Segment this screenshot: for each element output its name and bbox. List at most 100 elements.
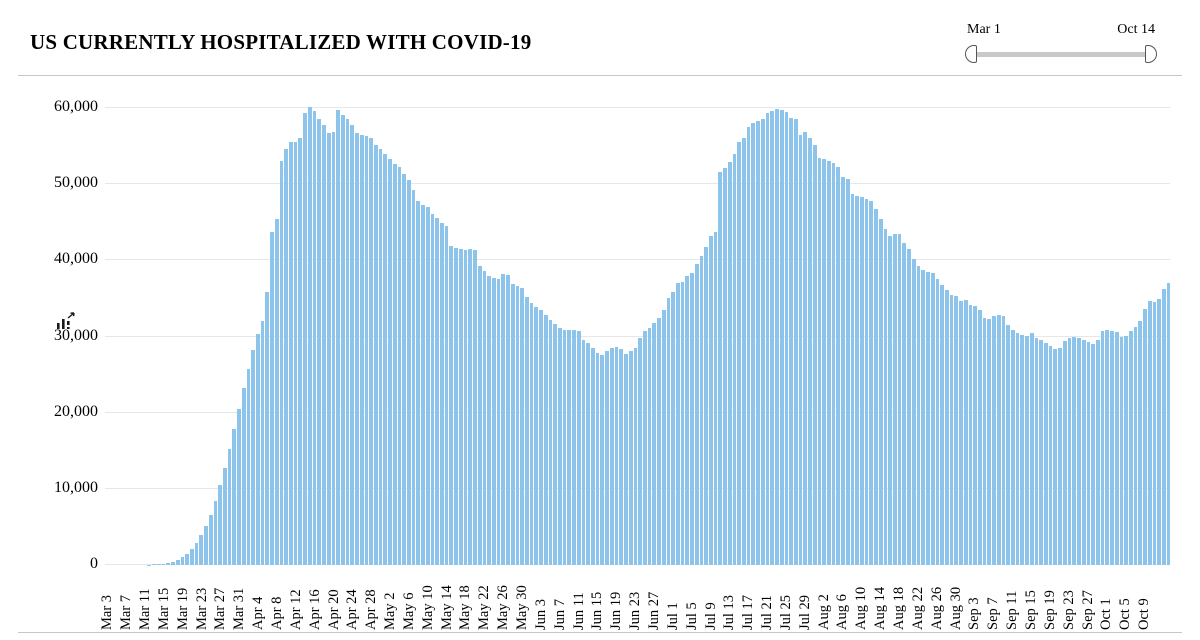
bar[interactable] — [1025, 335, 1029, 565]
bar[interactable] — [949, 295, 954, 565]
bar[interactable] — [614, 347, 619, 565]
bar[interactable] — [737, 141, 742, 565]
bar[interactable] — [411, 190, 416, 565]
bar[interactable] — [609, 347, 614, 565]
bar[interactable] — [227, 449, 232, 565]
bar[interactable] — [916, 265, 921, 565]
bar[interactable] — [232, 429, 237, 565]
bar[interactable] — [826, 161, 831, 565]
bar[interactable] — [638, 338, 642, 565]
bar[interactable] — [1114, 331, 1119, 565]
bar[interactable] — [600, 354, 605, 565]
bar[interactable] — [161, 563, 166, 565]
bar[interactable] — [987, 318, 992, 565]
bar[interactable] — [529, 303, 534, 565]
bar[interactable] — [189, 549, 194, 565]
bar[interactable] — [864, 199, 869, 565]
bar[interactable] — [642, 331, 647, 565]
bar[interactable] — [246, 368, 251, 565]
bar[interactable] — [388, 159, 392, 565]
bar[interactable] — [874, 209, 878, 565]
bar[interactable] — [944, 290, 949, 565]
bar[interactable] — [935, 278, 940, 565]
bar[interactable] — [1015, 332, 1020, 565]
bar[interactable] — [685, 275, 690, 565]
bar[interactable] — [897, 234, 902, 565]
bar[interactable] — [562, 329, 567, 565]
bar[interactable] — [742, 138, 746, 565]
bar[interactable] — [171, 561, 175, 565]
bar[interactable] — [595, 352, 600, 565]
bar[interactable] — [855, 196, 859, 565]
bar[interactable] — [496, 278, 501, 565]
bar[interactable] — [921, 270, 926, 565]
bar[interactable] — [694, 264, 699, 565]
bar[interactable] — [628, 350, 633, 565]
bar[interactable] — [218, 485, 222, 565]
bar[interactable] — [930, 273, 935, 565]
bar[interactable] — [718, 171, 723, 565]
bar[interactable] — [1001, 315, 1006, 565]
bar[interactable] — [793, 119, 798, 565]
bar[interactable] — [1128, 331, 1133, 565]
bar[interactable] — [166, 562, 171, 565]
bar[interactable] — [1105, 329, 1110, 565]
bar[interactable] — [841, 177, 845, 565]
bar[interactable] — [1091, 344, 1095, 565]
bar[interactable] — [548, 319, 553, 565]
bar[interactable] — [586, 342, 591, 565]
bar[interactable] — [510, 283, 515, 565]
bar[interactable] — [156, 564, 161, 565]
bar[interactable] — [723, 168, 727, 565]
bar[interactable] — [633, 347, 638, 565]
bar[interactable] — [775, 108, 779, 565]
bar[interactable] — [482, 271, 487, 565]
bar[interactable] — [605, 350, 609, 565]
bar[interactable] — [204, 526, 208, 565]
bar[interactable] — [1053, 348, 1058, 565]
bar[interactable] — [345, 119, 350, 565]
bar[interactable] — [765, 112, 770, 565]
bar[interactable] — [926, 271, 930, 565]
bar[interactable] — [501, 274, 506, 565]
bar[interactable] — [558, 328, 562, 565]
bar[interactable] — [407, 180, 411, 565]
bar[interactable] — [902, 242, 907, 565]
bar[interactable] — [256, 334, 260, 565]
bar[interactable] — [982, 318, 987, 565]
bar[interactable] — [284, 149, 289, 565]
bar[interactable] — [331, 132, 336, 565]
bar[interactable] — [1081, 339, 1086, 565]
bar[interactable] — [397, 167, 402, 565]
bar[interactable] — [359, 134, 364, 565]
bar[interactable] — [539, 309, 543, 565]
bar[interactable] — [709, 235, 713, 565]
bar[interactable] — [298, 138, 303, 565]
bar[interactable] — [789, 117, 793, 565]
bar[interactable] — [303, 112, 307, 565]
bar[interactable] — [350, 124, 355, 565]
bar[interactable] — [543, 315, 548, 565]
bar[interactable] — [1020, 334, 1025, 565]
bar[interactable] — [652, 322, 657, 565]
bar[interactable] — [430, 213, 435, 565]
bar[interactable] — [369, 138, 373, 565]
bar[interactable] — [322, 124, 326, 565]
bar[interactable] — [416, 200, 421, 565]
bar[interactable] — [572, 330, 576, 565]
bar[interactable] — [317, 119, 322, 565]
bar[interactable] — [624, 354, 628, 565]
bar[interactable] — [968, 305, 973, 565]
bar[interactable] — [473, 250, 477, 565]
bar[interactable] — [907, 248, 911, 565]
bar[interactable] — [822, 159, 826, 565]
bar[interactable] — [355, 133, 359, 565]
bar[interactable] — [671, 291, 675, 565]
bar[interactable] — [959, 301, 963, 565]
bar[interactable] — [463, 249, 468, 565]
bar[interactable] — [378, 149, 383, 565]
bar[interactable] — [746, 127, 751, 565]
bar[interactable] — [1039, 339, 1044, 565]
bar[interactable] — [817, 157, 822, 565]
bar[interactable] — [1072, 337, 1077, 565]
